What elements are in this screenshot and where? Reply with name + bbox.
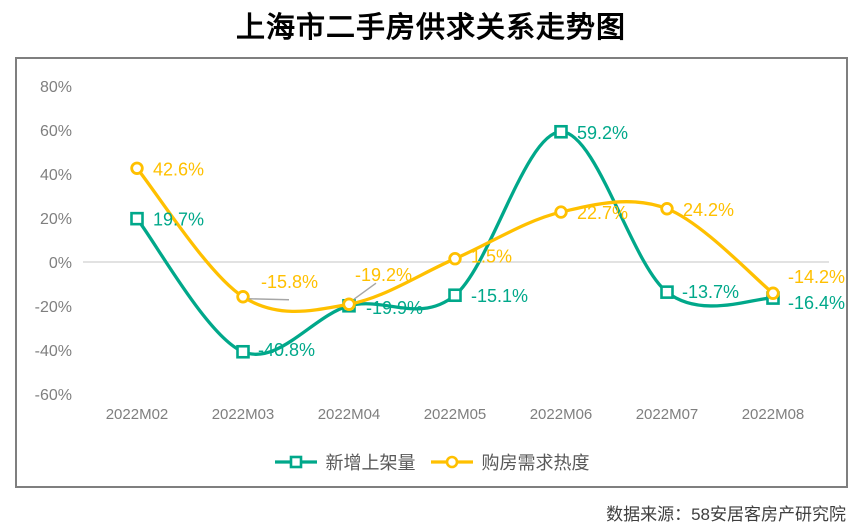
legend-item-1: 购房需求热度 [430, 449, 590, 475]
y-tick-label: 40% [40, 167, 72, 184]
data-label: 19.7% [153, 210, 204, 230]
x-tick-label: 2022M02 [106, 406, 169, 423]
data-label: -13.7% [682, 282, 739, 302]
data-label: -16.4% [788, 293, 845, 313]
data-label: 24.2% [683, 200, 734, 220]
legend-swatch-circle-icon [430, 455, 473, 469]
y-tick-label: 80% [40, 79, 72, 96]
chart-frame: 80% 60% 40% 20% 0% -20% -40% -60% 2022M02 2022M03… [15, 57, 848, 488]
data-label: -19.9% [366, 298, 423, 318]
chart-plot-area: 80% 60% 40% 20% 0% -20% -40% -60% 2022M02 2022M03… [35, 79, 845, 423]
y-tick-label: -20% [35, 299, 72, 316]
x-tick-label: 2022M06 [530, 406, 593, 423]
circle-marker [236, 290, 250, 304]
legend-label: 购房需求热度 [481, 453, 590, 473]
y-tick-label: -40% [35, 343, 72, 360]
legend-item-0: 新增上架量 [274, 449, 416, 475]
data-label: 59.2% [577, 123, 628, 143]
page-title: 上海市二手房供求关系走势图 [235, 12, 626, 44]
x-tick-label: 2022M03 [212, 406, 275, 423]
data-label: 1.5% [471, 247, 512, 267]
y-tick-label: 60% [40, 123, 72, 140]
leader-line [248, 298, 290, 301]
circle-marker [554, 205, 568, 219]
data-label: -14.2% [788, 267, 845, 287]
y-tick-label: 0% [49, 255, 72, 272]
y-tick-label: 20% [40, 211, 72, 228]
circle-marker [342, 297, 356, 311]
square-marker [130, 211, 144, 226]
chart-legend: 新增上架量 购房需求热度 [17, 449, 846, 475]
circle-marker [130, 161, 144, 175]
source-note: 数据来源：58安居客房产研究院 [606, 505, 846, 524]
data-label: -19.2% [355, 265, 412, 285]
data-label: 42.6% [153, 159, 204, 179]
series-line-0 [135, 130, 775, 356]
circle-marker [660, 202, 674, 216]
square-marker [236, 344, 250, 359]
data-label: 22.7% [577, 203, 628, 223]
legend-label: 新增上架量 [325, 453, 416, 473]
x-tick-label: 2022M08 [742, 406, 805, 423]
x-tick-label: 2022M05 [424, 406, 487, 423]
legend-swatch-square-icon [274, 455, 317, 469]
data-label: -40.8% [258, 340, 315, 360]
data-label: -15.1% [471, 286, 528, 306]
data-label: -15.8% [261, 272, 318, 292]
square-marker [448, 288, 462, 303]
square-marker [554, 124, 568, 139]
circle-marker [448, 251, 462, 266]
leader-line [353, 282, 377, 300]
circle-marker [766, 286, 780, 300]
y-tick-label: -60% [35, 387, 72, 404]
square-marker [660, 285, 674, 299]
x-tick-label: 2022M07 [636, 406, 699, 423]
x-tick-label: 2022M04 [318, 406, 381, 423]
